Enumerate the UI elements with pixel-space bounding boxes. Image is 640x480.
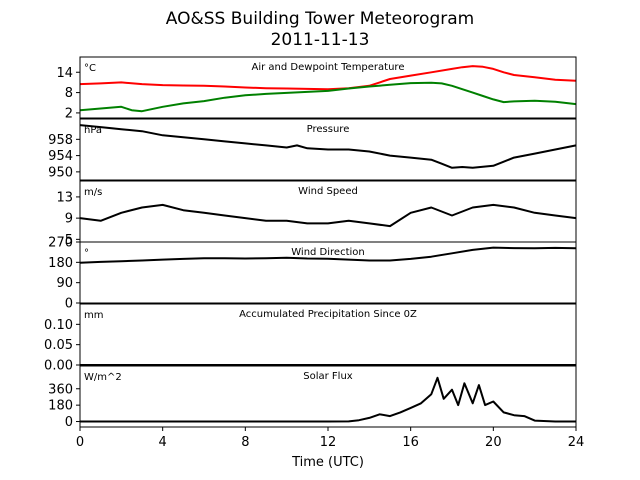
wind_direction-series-line-0	[79, 246, 577, 264]
x-tick-label: 20	[485, 435, 502, 450]
x-axis-label: Time (UTC)	[291, 455, 364, 470]
pressure-panel-title: Pressure	[307, 124, 350, 135]
wind_speed-ytick-label: 13	[56, 190, 73, 205]
x-tick-label: 0	[76, 435, 84, 450]
temp-ytick-label: 8	[65, 86, 73, 101]
pressure-unit-label: hPa	[84, 125, 102, 136]
precip-ytick-label: 0.00	[44, 359, 73, 374]
wind_speed-unit-label: m/s	[84, 187, 102, 198]
x-tick-label: 4	[159, 435, 167, 450]
solar-series-line-0	[80, 376, 576, 423]
solar-ytick-label: 0	[65, 415, 73, 430]
temp-panel-title: Air and Dewpoint Temperature	[252, 62, 405, 73]
wind_direction-ytick-label: 180	[48, 256, 73, 271]
temp-series-line-1	[79, 81, 577, 113]
temp-panel-frame	[79, 56, 577, 119]
wind_direction-unit-label: °	[84, 248, 89, 259]
x-tick-label: 24	[568, 435, 585, 450]
panel-wind_direction: 0 90 180 270 ° Wind Direction	[48, 236, 577, 312]
wind_direction-panel-frame	[79, 241, 577, 304]
x-tick-label: 16	[402, 435, 419, 450]
pressure-series-line-0	[79, 124, 577, 169]
x-axis: 0 4 8 12 16 20 24	[76, 435, 584, 450]
x-tick-label: 8	[241, 435, 249, 450]
wind_direction-panel-title: Wind Direction	[291, 247, 365, 258]
precip-unit-label: mm	[84, 310, 103, 321]
panel-temp: 2 8 14 °C Air and Dewpoint Temperature	[56, 56, 577, 121]
temp-unit-label: °C	[84, 63, 96, 74]
panel-wind_speed: 5 9 13 m/s Wind Speed	[56, 180, 577, 248]
wind_speed-series-line-0	[79, 203, 577, 228]
x-tick-label: 12	[320, 435, 337, 450]
solar-panel-title: Solar Flux	[303, 371, 353, 382]
wind_direction-ytick-label: 0	[65, 297, 73, 312]
pressure-panel-frame	[79, 118, 577, 181]
solar-ytick-label: 360	[48, 382, 73, 397]
wind_speed-ytick-label: 5	[65, 233, 73, 248]
precip-panel-title: Accumulated Precipitation Since 0Z	[239, 309, 417, 320]
figure-title: AO&SS Building Tower Meteorogram	[166, 9, 474, 29]
wind_speed-panel-title: Wind Speed	[298, 186, 358, 197]
wind_direction-ytick-label: 270	[48, 236, 73, 251]
solar-ytick-label: 180	[48, 399, 73, 414]
pressure-ytick-label: 954	[48, 149, 73, 164]
pressure-ytick-label: 958	[48, 133, 73, 148]
pressure-ytick-label: 950	[48, 165, 73, 180]
wind_speed-ytick-label: 9	[65, 212, 73, 227]
precip-panel-frame	[79, 303, 577, 366]
panel-precip: 0.00 0.05 0.10 mm Accumulated Precipitation …	[44, 303, 577, 374]
wind_direction-ytick-label: 90	[56, 276, 73, 291]
precip-ytick-label: 0.10	[44, 318, 73, 333]
solar-unit-label: W/m^2	[84, 372, 122, 383]
precip-ytick-label: 0.05	[44, 338, 73, 353]
temp-ytick-label: 2	[65, 106, 73, 121]
figure-subtitle: 2011-11-13	[271, 30, 370, 50]
temp-ytick-label: 14	[56, 66, 73, 81]
